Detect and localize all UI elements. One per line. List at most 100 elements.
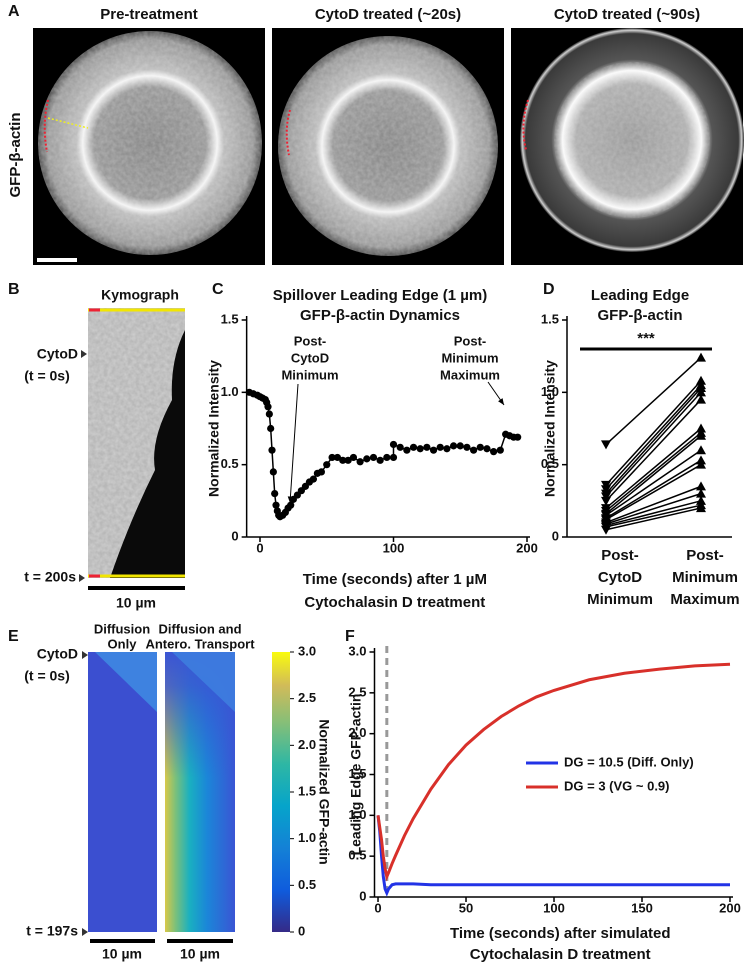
point	[389, 440, 398, 449]
y-tick-label: 0	[231, 528, 238, 543]
point	[490, 448, 498, 456]
y-tick-label: 2.5	[348, 684, 366, 699]
arrowhead	[287, 496, 294, 503]
chart-title: GFP-β-actin Dynamics	[300, 307, 460, 324]
pair-line	[605, 357, 702, 445]
point	[476, 443, 484, 451]
image-title: CytoD treated (~90s)	[554, 6, 700, 23]
heatmap-title: Diffusion	[94, 621, 150, 636]
category-label: Post-	[686, 547, 724, 564]
arrowhead	[82, 651, 88, 659]
image-title: CytoD treated (~20s)	[315, 6, 461, 23]
arrowhead	[82, 928, 88, 936]
annotation: Minimum	[281, 367, 338, 382]
y-tick-label: 1.5	[348, 766, 366, 781]
point	[267, 424, 275, 433]
y-tick-label: 0	[359, 888, 366, 903]
colorbar-label: Normalized GFP-actin	[316, 719, 332, 864]
point	[483, 445, 491, 453]
microscopy-images	[33, 28, 744, 265]
pair-line	[605, 504, 702, 528]
point	[344, 456, 352, 464]
colorbar-tick-label: 0.5	[298, 877, 316, 892]
edge-marker	[43, 99, 49, 153]
time-label: (t = 0s)	[24, 668, 70, 684]
x-tick-label: 150	[631, 900, 653, 915]
annotation: CytoD	[291, 350, 329, 365]
point	[363, 455, 371, 463]
y-tick-label: 0.5	[221, 456, 239, 471]
y-tick-label: 3.0	[348, 643, 366, 658]
x-axis-label: Time (seconds) after simulated	[450, 925, 671, 942]
x-tick-label: 100	[383, 540, 405, 555]
pair-line	[605, 507, 702, 531]
cell-texture	[554, 62, 710, 218]
x-axis-label: Cytochalasin D treatment	[470, 946, 651, 963]
point	[328, 453, 336, 462]
chart-title: Spillover Leading Edge (1 µm)	[273, 287, 488, 304]
colorbar-tick-label: 1.0	[298, 830, 316, 845]
point	[429, 446, 438, 454]
point	[269, 468, 277, 476]
point	[356, 458, 364, 466]
point	[349, 453, 358, 462]
image-title: Pre-treatment	[100, 6, 198, 23]
point	[696, 394, 706, 404]
point	[601, 525, 611, 535]
pair-line	[605, 485, 702, 524]
arrowhead	[498, 398, 504, 405]
time-label: (t = 0s)	[24, 368, 70, 384]
x-tick-label: 200	[516, 540, 538, 555]
category-label: Post-	[601, 547, 639, 564]
pair-line	[605, 500, 702, 527]
pair-line	[605, 492, 702, 525]
point	[696, 459, 706, 469]
point	[309, 475, 317, 483]
pair-line	[605, 384, 702, 490]
time-label: CytoD	[37, 346, 78, 362]
y-tick-label: 0.5	[541, 456, 559, 471]
y-tick-label: 1.0	[221, 384, 239, 399]
pair-line	[605, 387, 702, 495]
y-axis-label: Leading Edge GFP-actin	[348, 694, 364, 856]
heatmap-title: Only	[108, 636, 138, 651]
point	[449, 442, 458, 450]
category-label: Minimum	[587, 591, 653, 608]
heatmap-title: Diffusion and	[158, 621, 241, 636]
pair-line	[605, 399, 702, 502]
point	[514, 433, 522, 441]
category-label: CytoD	[598, 569, 642, 586]
pair-line	[605, 449, 702, 516]
point	[470, 446, 478, 454]
scale-label: 10 µm	[102, 946, 142, 962]
kymograph-texture	[88, 308, 185, 578]
point	[696, 430, 706, 440]
y-tick-label: 1.5	[221, 311, 239, 326]
y-tick-label: 0	[552, 528, 559, 543]
annotation-arrow	[289, 383, 299, 504]
edge-marker	[522, 99, 529, 151]
x-tick-label: 50	[459, 900, 473, 915]
point	[317, 468, 326, 476]
colorbar	[272, 652, 290, 932]
arrowhead	[81, 350, 87, 358]
cell-texture	[38, 31, 262, 255]
point	[443, 445, 451, 453]
category-label: Maximum	[670, 591, 739, 608]
point	[403, 446, 411, 454]
point	[696, 445, 706, 455]
point	[376, 456, 384, 464]
time-label: CytoD	[37, 646, 78, 662]
point	[423, 443, 431, 451]
x-tick-label: 0	[374, 900, 381, 915]
point	[409, 443, 418, 451]
pair-line	[605, 435, 702, 515]
category-label: Minimum	[672, 569, 738, 586]
point	[264, 403, 272, 411]
colorbar-tick-label: 2.0	[298, 737, 316, 752]
x-tick-label: 0	[256, 540, 263, 555]
point	[696, 503, 706, 513]
panel-label: B	[8, 281, 20, 298]
point	[369, 453, 378, 462]
